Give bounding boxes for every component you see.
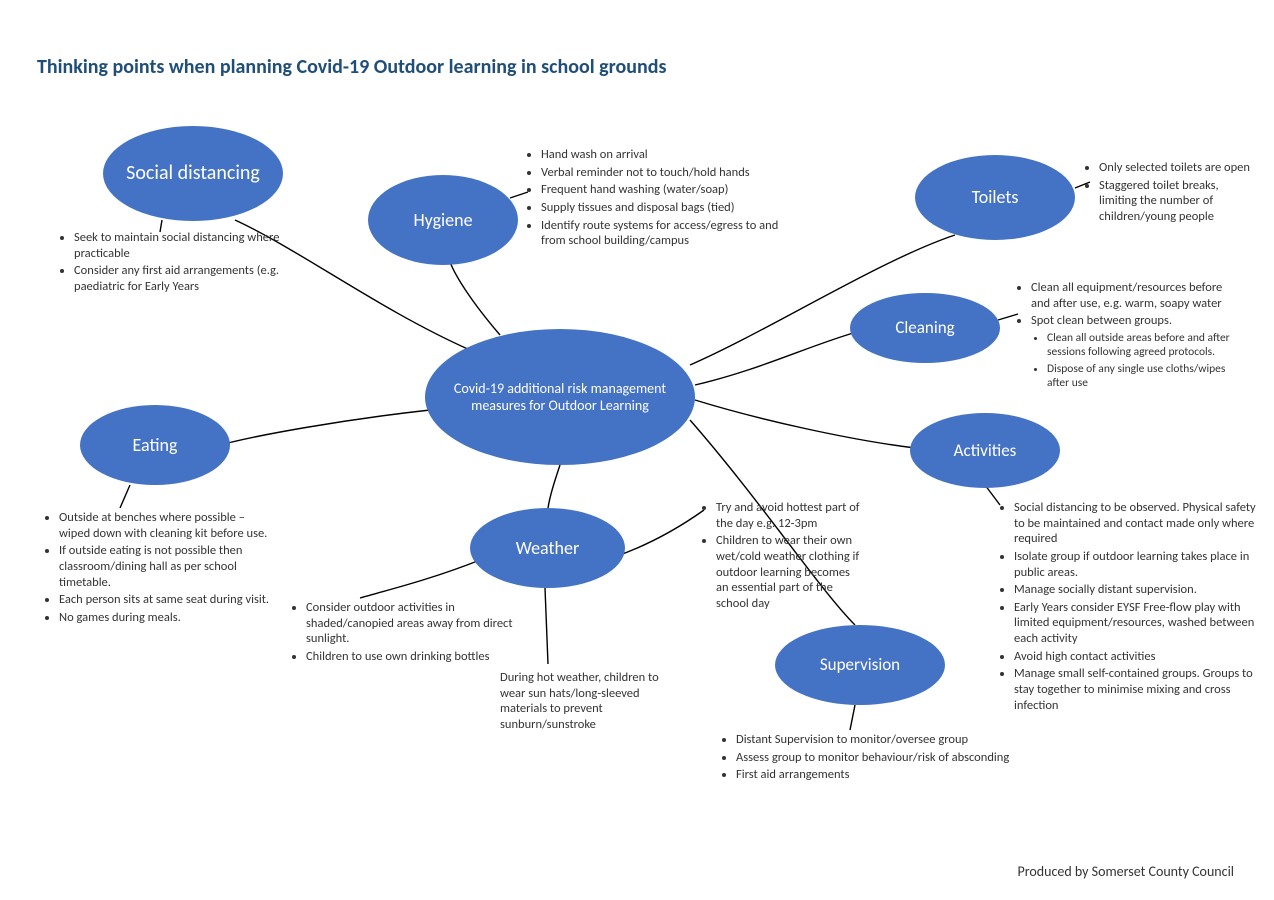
bullet-item: Only selected toilets are open — [1099, 160, 1258, 176]
connector-line — [695, 400, 915, 448]
node-weather: Weather — [470, 508, 625, 588]
node-label: Supervision — [820, 654, 900, 675]
bullets-activities: Social distancing to be observed. Physic… — [998, 500, 1268, 715]
node-activities: Activities — [910, 413, 1060, 488]
connector-line — [545, 588, 548, 664]
bullets-weather-mid: During hot weather, children to wear sun… — [500, 670, 685, 733]
connector-line — [548, 465, 560, 508]
connector-line — [450, 262, 500, 335]
bullets-hygiene: Hand wash on arrival Verbal reminder not … — [525, 147, 805, 251]
bullet-item: First aid arrangements — [736, 767, 1020, 783]
bullet-item: Identify route systems for access/egress… — [541, 218, 805, 249]
node-label: Social distancing — [126, 161, 260, 186]
connector-line — [620, 510, 704, 555]
bullet-item: Manage socially distant supervision. — [1014, 582, 1268, 598]
bullet-item: If outside eating is not possible then c… — [59, 543, 278, 590]
bullet-item: Seek to maintain social distancing where… — [74, 230, 283, 261]
node-supervision: Supervision — [775, 625, 945, 705]
bullet-item: Children to wear their own wet/cold weat… — [716, 533, 860, 611]
bullet-item: Manage small self-contained groups. Grou… — [1014, 666, 1268, 713]
connector-line — [850, 705, 855, 730]
bullet-item: Consider any first aid arrangements (e.g… — [74, 263, 283, 294]
bullets-toilets: Only selected toilets are open Staggered … — [1083, 160, 1258, 227]
footer-credit: Produced by Somerset County Council — [1017, 863, 1234, 880]
bullet-item: Avoid high contact activities — [1014, 649, 1268, 665]
bullet-item: Consider outdoor activities in shaded/ca… — [306, 600, 530, 647]
node-eating: Eating — [80, 405, 230, 485]
bullet-item: Early Years consider EYSF Free-flow play… — [1014, 600, 1268, 647]
bullet-item: Hand wash on arrival — [541, 147, 805, 163]
node-label: Cleaning — [895, 317, 954, 338]
bullet-item: Spot clean between groups.Clean all outs… — [1031, 313, 1240, 390]
center-node-label: Covid-19 additional risk management meas… — [431, 380, 689, 415]
bullet-subitem: Clean all outside areas before and after… — [1047, 331, 1240, 360]
bullet-item: Children to use own drinking bottles — [306, 649, 530, 665]
node-label: Eating — [133, 434, 178, 457]
connector-line — [360, 560, 480, 598]
bullets-cleaning: Clean all equipment/resources before and… — [1015, 280, 1240, 392]
bullet-item: Social distancing to be observed. Physic… — [1014, 500, 1268, 547]
bullets-weather-right: Try and avoid hottest part of the day e.… — [700, 500, 860, 613]
connector-line — [120, 485, 130, 508]
bullet-item: Clean all equipment/resources before and… — [1031, 280, 1240, 311]
bullet-item: Assess group to monitor behaviour/risk o… — [736, 750, 1020, 766]
bullet-item: Outside at benches where possible – wipe… — [59, 510, 278, 541]
node-label: Activities — [954, 440, 1017, 461]
bullets-weather-left: Consider outdoor activities in shaded/ca… — [290, 600, 530, 667]
node-label: Toilets — [972, 186, 1019, 209]
node-label: Weather — [516, 537, 579, 560]
bullet-item: Supply tissues and disposal bags (tied) — [541, 200, 805, 216]
connector-line — [228, 410, 430, 443]
node-hygiene: Hygiene — [368, 175, 518, 265]
node-toilets: Toilets — [915, 155, 1075, 240]
bullet-item: Isolate group if outdoor learning takes … — [1014, 549, 1268, 580]
node-social-distancing: Social distancing — [103, 126, 283, 221]
bullet-item: No games during meals. — [59, 610, 278, 626]
node-label: Hygiene — [413, 209, 472, 232]
bullet-item: Verbal reminder not to touch/hold hands — [541, 165, 805, 181]
bullet-item: Try and avoid hottest part of the day e.… — [716, 500, 860, 531]
center-node: Covid-19 additional risk management meas… — [425, 329, 695, 465]
bullet-item: Distant Supervision to monitor/oversee g… — [736, 732, 1020, 748]
bullets-social-distancing: Seek to maintain social distancing where… — [58, 230, 283, 297]
node-cleaning: Cleaning — [850, 293, 1000, 363]
bullet-item: Each person sits at same seat during vis… — [59, 592, 278, 608]
bullet-item: Frequent hand washing (water/soap) — [541, 182, 805, 198]
page-title: Thinking points when planning Covid-19 O… — [37, 55, 666, 79]
bullet-item: Staggered toilet breaks, limiting the nu… — [1099, 178, 1258, 225]
bullets-eating: Outside at benches where possible – wipe… — [43, 510, 278, 627]
bullet-subitem: Dispose of any single use cloths/wipes a… — [1047, 362, 1240, 391]
bullets-supervision: Distant Supervision to monitor/oversee g… — [720, 732, 1020, 785]
connector-line — [695, 331, 860, 385]
